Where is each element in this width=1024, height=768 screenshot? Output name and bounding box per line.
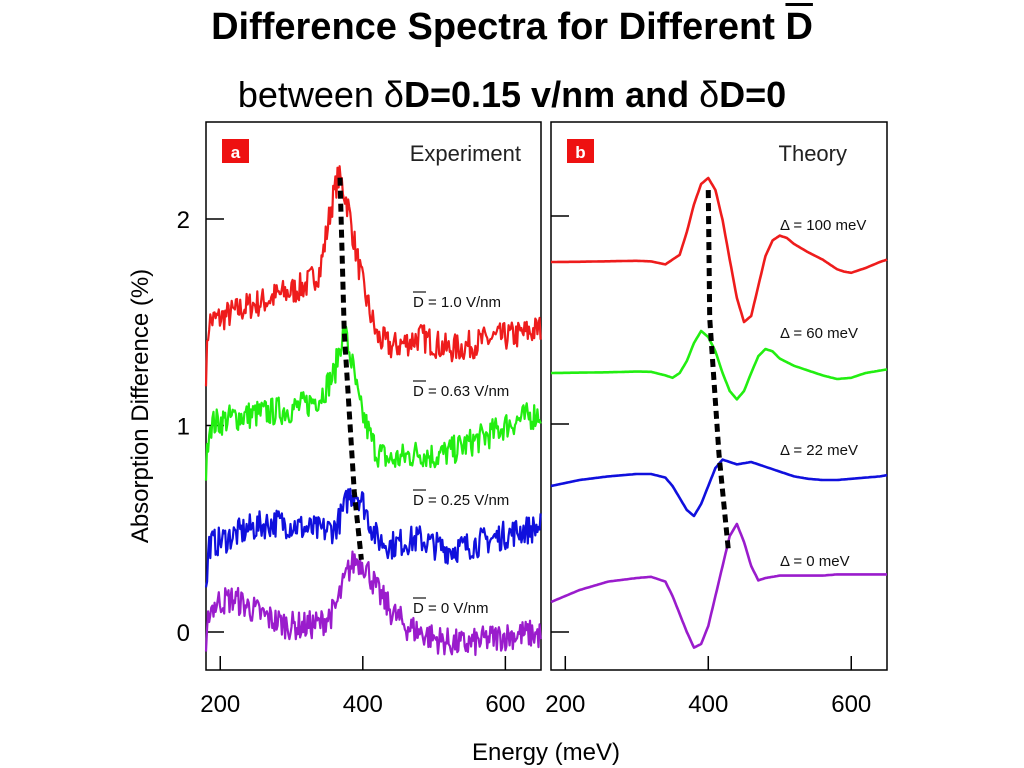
legend-label-d-1-0-v-nm: D = 1.0 V/nm (413, 294, 501, 311)
series-d-1-0-v-nm (204, 165, 542, 387)
legend-label-22-mev: Δ = 22 meV (780, 442, 858, 459)
legend-label-0-mev: Δ = 0 meV (780, 553, 850, 570)
chart-title-line-2: between δD=0.15 v/nm and δD=0 (0, 74, 1024, 116)
title-end: D=0 (719, 74, 787, 115)
panel-b-x-tick-label-600: 600 (831, 691, 871, 718)
series-d-0-63-v-nm (204, 325, 542, 481)
legend-label-d-0-25-v-nm: D = 0.25 V/nm (413, 492, 509, 509)
panel-a-x-tick-label-200: 200 (200, 691, 240, 718)
panel-a-frame (205, 121, 542, 671)
panel-a-title: Experiment (410, 141, 521, 166)
panel-b-frame (550, 121, 888, 671)
legend-label-d-0-63-v-nm: D = 0.63 V/nm (413, 383, 509, 400)
shared-axis-labels: Energy (meV) Absorption Difference (%) (127, 269, 620, 766)
legend-label-60-mev: Δ = 60 meV (780, 325, 858, 342)
series-60-mev (551, 329, 888, 401)
panel-a-badge (222, 139, 249, 163)
panel-b-badge (567, 139, 594, 163)
y-tick-label-0: 0 (177, 620, 190, 647)
series-0-mev (550, 522, 887, 649)
title-delta-1: δ (383, 74, 404, 115)
y-tick-label-1: 1 (177, 414, 190, 441)
panel-b-title: Theory (779, 141, 847, 166)
panel-b-theory: b Theory 200 400 600 Δ = 100 meV Δ = 60 meV Δ =… (545, 121, 888, 718)
title-d-bar-symbol: D (785, 6, 813, 48)
series-d-0-v-nm (204, 550, 542, 657)
title-delta-2: δ (699, 74, 720, 115)
panel-a-badge-label: a (231, 143, 241, 162)
panel-a-x-tick-label-400: 400 (343, 691, 383, 718)
panel-b-x-tick-label-200: 200 (545, 691, 585, 718)
title-mid: D=0.15 v/nm and (403, 74, 700, 115)
panel-b-x-tick-label-400: 400 (688, 691, 728, 718)
panel-a-experiment: a Experiment 0 1 2 200 400 600 D = 1.0 V/nm D = 0… (177, 121, 542, 718)
chart-title-line-1: Difference Spectra for Different D (0, 6, 1024, 49)
panel-a-x-tick-label-600: 600 (485, 691, 525, 718)
title-prefix: Difference Spectra for Different (211, 6, 786, 48)
series-100-mev (551, 176, 888, 324)
legend-label-d-0-v-nm: D = 0 V/nm (413, 600, 488, 617)
panel-b-peak-trend (705, 190, 731, 550)
y-axis-title: Absorption Difference (%) (127, 269, 154, 543)
legend-label-100-mev: Δ = 100 meV (780, 217, 866, 234)
title-between: between (237, 74, 384, 115)
x-axis-title: Energy (meV) (472, 739, 620, 766)
y-tick-label-2: 2 (177, 207, 190, 234)
panel-a-peak-trend (337, 177, 364, 560)
panel-b-badge-label: b (575, 143, 585, 162)
series-d-0-25-v-nm (204, 487, 542, 588)
